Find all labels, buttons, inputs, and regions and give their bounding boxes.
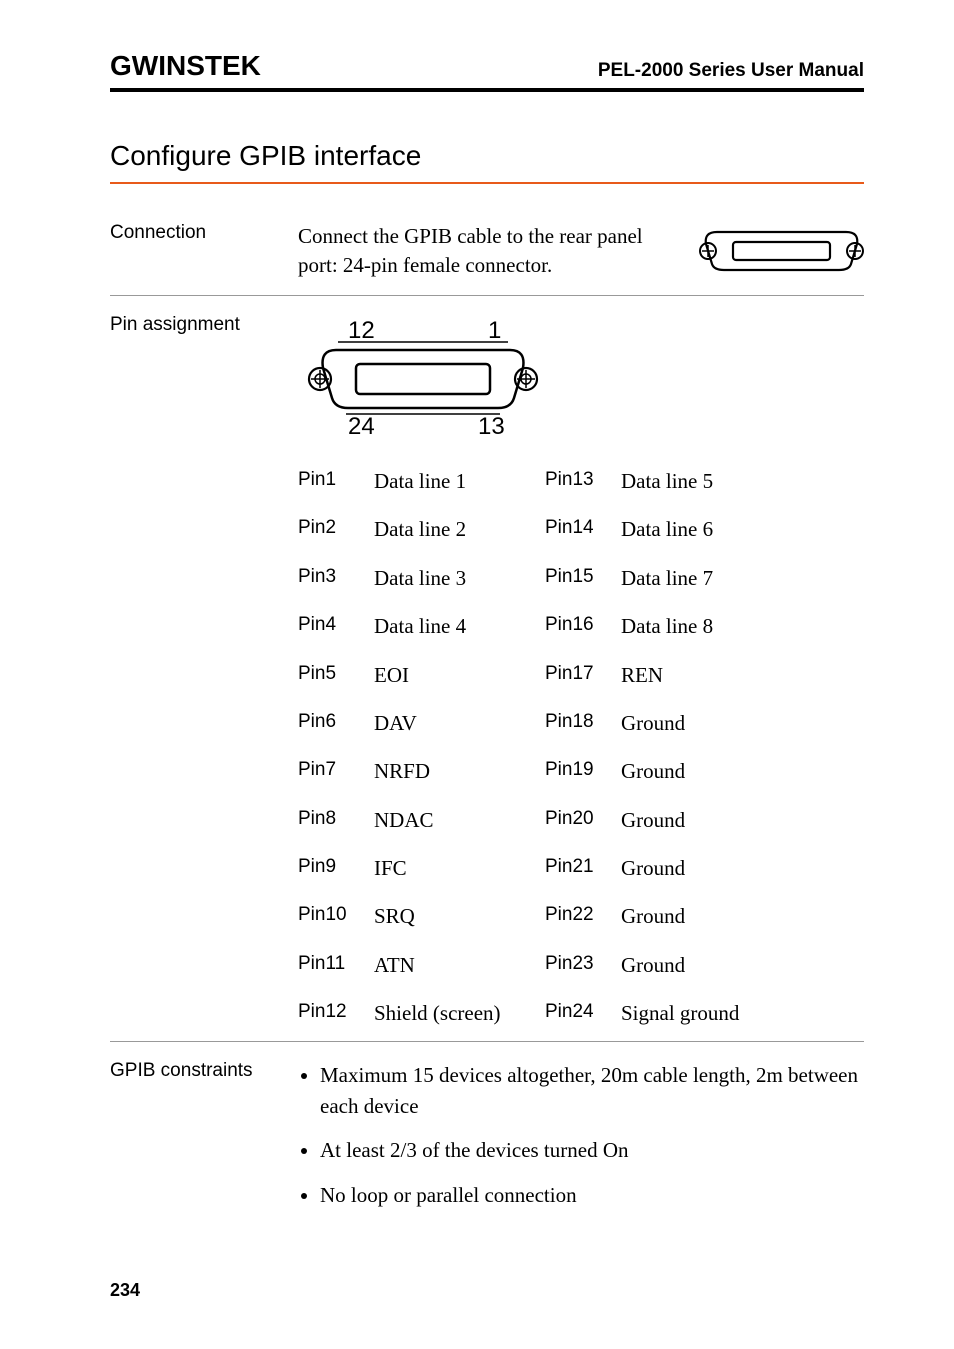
pin-left-name: Pin7 xyxy=(298,757,368,785)
pin-left-name: Pin6 xyxy=(298,709,368,737)
pin-right-name: Pin14 xyxy=(545,515,615,543)
pin-left-value: Data line 4 xyxy=(374,612,539,640)
pin-left-name: Pin8 xyxy=(298,806,368,834)
page-number: 234 xyxy=(110,1280,140,1301)
constraint-item: Maximum 15 devices altogether, 20m cable… xyxy=(320,1060,864,1121)
pin-left-name: Pin9 xyxy=(298,854,368,882)
pin-right-value: Data line 7 xyxy=(621,564,781,592)
connection-label: Connection xyxy=(110,222,280,244)
pin-left-name: Pin10 xyxy=(298,902,368,930)
constraint-item: At least 2/3 of the devices turned On xyxy=(320,1135,864,1165)
divider xyxy=(110,295,864,296)
pin-assignment-label: Pin assignment xyxy=(110,314,280,336)
constraint-item: No loop or parallel connection xyxy=(320,1180,864,1210)
pin-right-value: Ground xyxy=(621,757,781,785)
pin-left-name: Pin2 xyxy=(298,515,368,543)
pin-right-name: Pin18 xyxy=(545,709,615,737)
pin-diagram: 12 1 24 xyxy=(298,320,864,447)
diagram-top-right: 1 xyxy=(488,320,501,344)
pin-right-value: Ground xyxy=(621,854,781,882)
doc-title: PEL-2000 Series User Manual xyxy=(598,60,864,82)
pin-right-value: Ground xyxy=(621,709,781,737)
pin-right-value: Ground xyxy=(621,902,781,930)
pin-right-name: Pin22 xyxy=(545,902,615,930)
constraints-list: Maximum 15 devices altogether, 20m cable… xyxy=(298,1060,864,1210)
pin-right-name: Pin20 xyxy=(545,806,615,834)
pin-right-name: Pin19 xyxy=(545,757,615,785)
pin-right-value: Data line 8 xyxy=(621,612,781,640)
pin-left-name: Pin12 xyxy=(298,999,368,1027)
pin-left-value: DAV xyxy=(374,709,539,737)
pin-right-value: Data line 6 xyxy=(621,515,781,543)
pin-right-value: REN xyxy=(621,661,781,689)
pin-right-value: Ground xyxy=(621,806,781,834)
pin-left-value: SRQ xyxy=(374,902,539,930)
pin-left-value: Data line 2 xyxy=(374,515,539,543)
pin-left-value: Shield (screen) xyxy=(374,999,539,1027)
pin-table: Pin1Data line 1Pin13Data line 5Pin2Data … xyxy=(298,467,864,1027)
constraints-row: GPIB constraints Maximum 15 devices alto… xyxy=(110,1060,864,1224)
diagram-bottom-left: 24 xyxy=(348,413,375,440)
pin-right-name: Pin15 xyxy=(545,564,615,592)
pin-left-value: EOI xyxy=(374,661,539,689)
pin-right-name: Pin21 xyxy=(545,854,615,882)
pin-left-value: IFC xyxy=(374,854,539,882)
pin-left-value: Data line 3 xyxy=(374,564,539,592)
section-title: Configure GPIB interface xyxy=(110,140,864,172)
pin-left-name: Pin1 xyxy=(298,467,368,495)
connection-row: Connection Connect the GPIB cable to the… xyxy=(110,222,864,281)
connector-icon xyxy=(699,228,864,280)
page-header: GWINSTEK PEL-2000 Series User Manual xyxy=(110,50,864,92)
diagram-top-left: 12 xyxy=(348,320,375,344)
pin-right-value: Data line 5 xyxy=(621,467,781,495)
pin-right-name: Pin16 xyxy=(545,612,615,640)
pin-left-name: Pin5 xyxy=(298,661,368,689)
pin-right-name: Pin23 xyxy=(545,951,615,979)
pin-right-value: Signal ground xyxy=(621,999,781,1027)
pin-left-name: Pin4 xyxy=(298,612,368,640)
section-rule xyxy=(110,182,864,184)
divider xyxy=(110,1041,864,1042)
pin-right-name: Pin24 xyxy=(545,999,615,1027)
pin-left-value: NRFD xyxy=(374,757,539,785)
pin-left-value: ATN xyxy=(374,951,539,979)
pin-right-value: Ground xyxy=(621,951,781,979)
pin-left-name: Pin3 xyxy=(298,564,368,592)
pin-left-name: Pin11 xyxy=(298,951,368,979)
diagram-bottom-right: 13 xyxy=(478,413,505,440)
connection-text: Connect the GPIB cable to the rear panel… xyxy=(298,222,681,281)
pin-right-name: Pin17 xyxy=(545,661,615,689)
pin-right-name: Pin13 xyxy=(545,467,615,495)
pin-assignment-row: Pin assignment 12 1 xyxy=(110,314,864,1027)
page: GWINSTEK PEL-2000 Series User Manual Con… xyxy=(0,0,954,1349)
pin-left-value: Data line 1 xyxy=(374,467,539,495)
constraints-label: GPIB constraints xyxy=(110,1060,280,1082)
brand-logo: GWINSTEK xyxy=(110,50,261,82)
pin-left-value: NDAC xyxy=(374,806,539,834)
